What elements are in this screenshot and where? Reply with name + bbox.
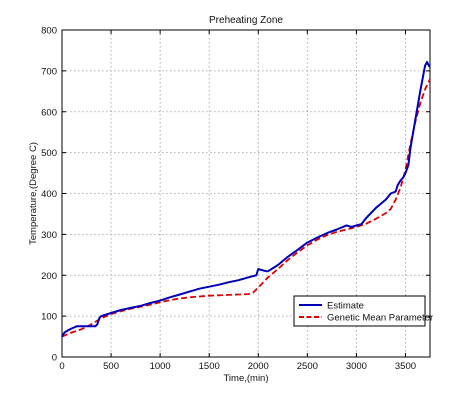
- y-tick-label: 800: [41, 26, 57, 37]
- y-tick-label: 100: [41, 312, 57, 323]
- axis-ticks: 0 500 1000 1500 2000 2500 3000 3500 0 100 200 300 40…: [41, 26, 430, 372]
- x-tick-label: 3000: [346, 361, 367, 372]
- legend-box: [293, 295, 426, 327]
- x-tick-label: 1000: [150, 361, 171, 372]
- legend-label-estimate: Estimate: [327, 301, 364, 312]
- y-tick-label: 0: [52, 353, 57, 364]
- chart-title: Preheating Zone: [209, 15, 283, 26]
- x-tick-label: 0: [59, 361, 64, 372]
- series-line-estimate: [61, 60, 431, 338]
- x-tick-label: 2000: [248, 361, 269, 372]
- y-tick-label: 700: [41, 66, 57, 77]
- y-tick-label: 500: [41, 148, 57, 159]
- x-tick-label: 2500: [297, 361, 318, 372]
- y-tick-label: 400: [41, 189, 57, 200]
- x-tick-label: 500: [103, 361, 119, 372]
- x-tick-label: 3500: [395, 361, 416, 372]
- x-tick-label: 1500: [199, 361, 220, 372]
- y-tick-label: 300: [41, 230, 57, 241]
- series-lines: [61, 60, 431, 338]
- y-axis-title: Temperature,(Degree C): [28, 142, 39, 245]
- y-tick-label: 600: [41, 107, 57, 118]
- x-axis-title: Time,(min): [223, 373, 268, 384]
- legend: Estimate Genetic Mean Parameter: [293, 295, 433, 327]
- y-tick-label: 200: [41, 271, 57, 282]
- legend-label-genetic-mean-parameter: Genetic Mean Parameter: [327, 313, 433, 324]
